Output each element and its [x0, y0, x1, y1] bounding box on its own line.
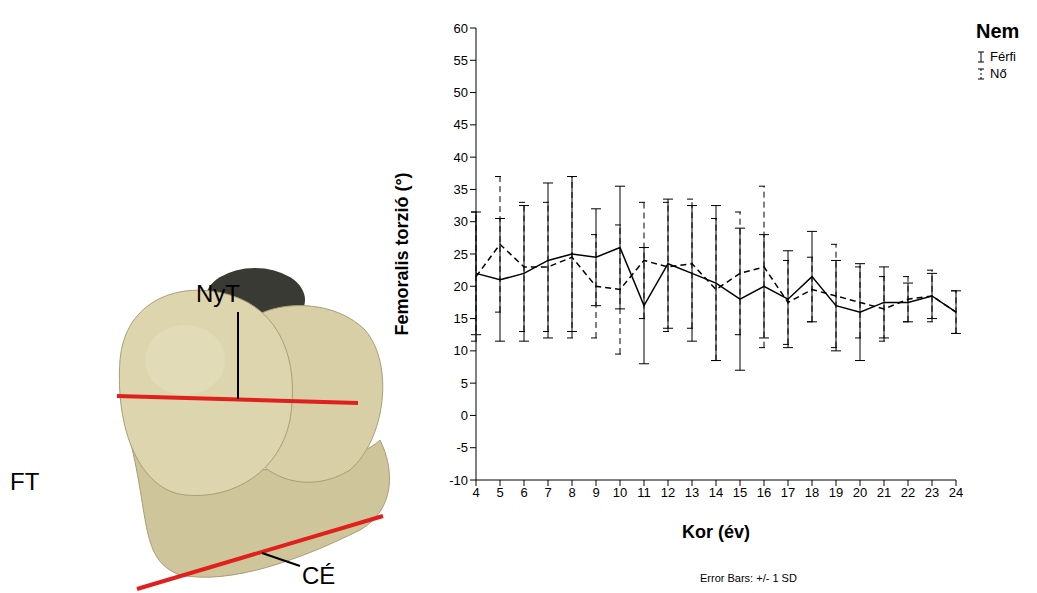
html-text:Nő: Nő	[990, 66, 1007, 81]
html-text:Férfi: Férfi	[990, 49, 1016, 64]
svg-text:17: 17	[781, 485, 795, 500]
svg-text:0: 0	[461, 408, 468, 423]
svg-text:19: 19	[829, 485, 843, 500]
svg-text:24: 24	[949, 485, 963, 500]
svg-text:21: 21	[877, 485, 891, 500]
svg-text:10: 10	[613, 485, 627, 500]
svg-text:4: 4	[472, 485, 479, 500]
svg-text:18: 18	[805, 485, 819, 500]
svg-text:55: 55	[454, 53, 468, 68]
svg-text:25: 25	[454, 247, 468, 262]
svg-text:FT: FT	[10, 468, 40, 495]
svg-text:30: 30	[454, 214, 468, 229]
svg-text:CÉ: CÉ	[302, 562, 335, 589]
svg-text:11: 11	[637, 485, 651, 500]
svg-text:40: 40	[454, 150, 468, 165]
svg-text:23: 23	[925, 485, 939, 500]
svg-text:-5: -5	[456, 440, 468, 455]
svg-text:35: 35	[454, 182, 468, 197]
svg-text:15: 15	[454, 311, 468, 326]
svg-text:-10: -10	[449, 473, 468, 488]
svg-text:45: 45	[454, 117, 468, 132]
svg-text:10: 10	[454, 343, 468, 358]
svg-text:5: 5	[496, 485, 503, 500]
svg-text:13: 13	[685, 485, 699, 500]
svg-text:20: 20	[853, 485, 867, 500]
svg-text:12: 12	[661, 485, 675, 500]
svg-text:50: 50	[454, 85, 468, 100]
html-text:Error Bars: +/- 1 SD: Error Bars: +/- 1 SD	[700, 572, 797, 584]
svg-text:5: 5	[461, 376, 468, 391]
html-text:Nem: Nem	[976, 20, 1020, 42]
svg-text:Femoralis torzió (°): Femoralis torzió (°)	[392, 172, 412, 335]
svg-text:22: 22	[901, 485, 915, 500]
svg-text:7: 7	[544, 485, 551, 500]
svg-text:14: 14	[709, 485, 723, 500]
svg-text:9: 9	[592, 485, 599, 500]
svg-text:8: 8	[568, 485, 575, 500]
svg-text:16: 16	[757, 485, 771, 500]
svg-text:Kor (év): Kor (év)	[682, 522, 750, 542]
svg-text:15: 15	[733, 485, 747, 500]
svg-text:NyT: NyT	[196, 280, 240, 307]
svg-text:20: 20	[454, 279, 468, 294]
svg-text:6: 6	[520, 485, 527, 500]
svg-text:60: 60	[454, 21, 468, 36]
